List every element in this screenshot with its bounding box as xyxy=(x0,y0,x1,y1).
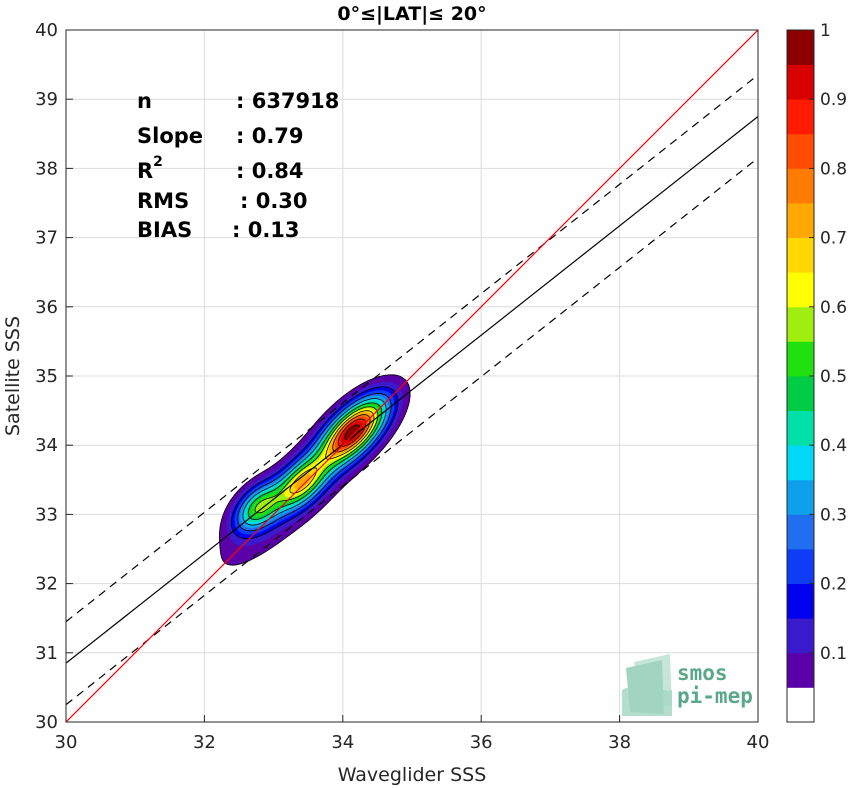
contour-outline-3 xyxy=(231,386,399,540)
y-tick-label: 31 xyxy=(35,643,58,664)
colorbar-tick-label: 1 xyxy=(820,21,831,41)
colorbar-segment xyxy=(787,410,814,446)
grid-lines xyxy=(66,30,758,722)
x-tick-label: 30 xyxy=(55,732,78,753)
colorbar-segment xyxy=(787,687,814,723)
regression-line xyxy=(66,116,758,664)
x-axis-label: Waveglider SSS xyxy=(338,764,487,786)
colorbar-tick-label: 0.8 xyxy=(820,159,847,179)
stat-value: : 637918 xyxy=(236,89,339,113)
logo-text-smos: smos xyxy=(677,661,728,685)
stat-value: : 0.84 xyxy=(236,159,304,183)
y-tick-label: 33 xyxy=(35,504,58,525)
colorbar-tick-label: 0.4 xyxy=(820,436,847,456)
colorbar-segment xyxy=(787,652,814,688)
colorbar-segment xyxy=(787,272,814,308)
stat-label: n xyxy=(137,89,152,113)
colorbar-segment xyxy=(787,30,814,65)
x-axis-ticks: 30 32 34 36 38 40 xyxy=(55,715,770,753)
smos-pi-mep-logo: smos pi-mep xyxy=(622,654,753,716)
stat-value: : 0.79 xyxy=(236,124,304,148)
one-to-one-line xyxy=(66,30,758,722)
colorbar-segment xyxy=(787,133,814,169)
x-tick-label: 36 xyxy=(470,732,493,753)
colorbar-segment xyxy=(787,514,814,550)
colorbar-tick-label: 0.7 xyxy=(820,229,847,249)
colorbar-segment xyxy=(787,64,814,100)
lower-bound-dashed-line xyxy=(66,157,758,706)
colorbar-segment xyxy=(787,237,814,273)
y-axis-ticks: 30 31 32 33 34 35 36 37 38 39 40 xyxy=(35,20,73,733)
colorbar-segment xyxy=(787,306,814,342)
y-tick-label: 34 xyxy=(35,435,58,456)
colorbar-segment xyxy=(787,479,814,515)
colorbar-tick-label: 0.6 xyxy=(820,298,847,318)
colorbar-segment xyxy=(787,376,814,411)
colorbar: 0.1 0.2 0.3 0.4 0.5 0.6 0.7 0.8 0.9 1 xyxy=(786,21,847,723)
y-tick-label: 38 xyxy=(35,158,58,179)
colorbar-segment xyxy=(787,168,814,204)
stat-value: : 0.13 xyxy=(232,218,300,242)
x-tick-label: 40 xyxy=(747,732,770,753)
stat-value: : 0.30 xyxy=(240,189,308,213)
stat-label: BIAS xyxy=(137,218,192,242)
colorbar-segment xyxy=(787,549,814,584)
y-tick-label: 39 xyxy=(35,89,58,110)
x-tick-label: 38 xyxy=(608,732,631,753)
y-tick-label: 36 xyxy=(35,297,58,318)
colorbar-segment xyxy=(787,341,814,377)
y-tick-label: 32 xyxy=(35,574,58,595)
colorbar-tick-label: 0.3 xyxy=(820,505,847,525)
y-tick-label: 37 xyxy=(35,228,58,249)
reference-lines xyxy=(66,30,758,722)
x-tick-label: 34 xyxy=(331,732,354,753)
chart-title: 0°≤|LAT|≤ 20° xyxy=(337,3,486,25)
logo-waves-icon xyxy=(622,654,672,716)
contour-outline-1 xyxy=(219,374,411,566)
colorbar-tick-label: 0.5 xyxy=(820,367,847,387)
y-tick-label: 30 xyxy=(35,712,58,733)
y-tick-label: 35 xyxy=(35,366,58,387)
colorbar-tick-label: 0.2 xyxy=(820,575,847,595)
stat-superscript: 2 xyxy=(153,154,163,170)
colorbar-tick-label: 0.9 xyxy=(820,90,847,110)
colorbar-tick-label: 0.1 xyxy=(820,644,847,664)
colorbar-segment xyxy=(787,445,814,481)
y-axis-label: Satellite SSS xyxy=(2,316,24,436)
colorbar-segment xyxy=(787,99,814,135)
x-tick-label: 32 xyxy=(193,732,216,753)
stat-label: Slope xyxy=(137,124,203,148)
upper-bound-dashed-line xyxy=(66,74,758,623)
stat-label: RMS xyxy=(137,189,189,213)
contour-outline-7 xyxy=(242,398,387,526)
colorbar-segment xyxy=(787,203,814,238)
y-tick-label: 40 xyxy=(35,20,58,41)
colorbar-segment xyxy=(787,618,814,654)
colorbar-segment xyxy=(787,583,814,619)
logo-text-pi-mep: pi-mep xyxy=(677,684,753,708)
